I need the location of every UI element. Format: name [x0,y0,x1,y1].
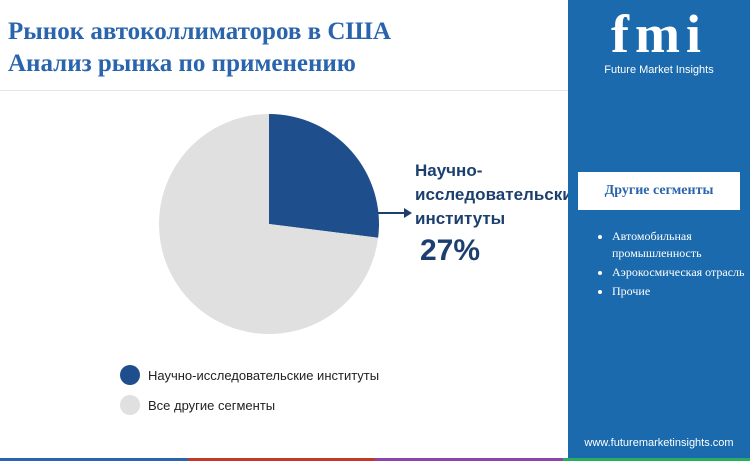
legend-label: Все другие сегменты [148,397,276,413]
footer-stripe [562,458,750,461]
segment-item: Автомобильная промышленность [612,228,750,262]
footer-stripe [0,458,188,461]
segment-list: Автомобильная промышленность Аэрокосмиче… [592,228,750,302]
other-segments-heading: Другие сегменты [578,172,740,210]
logo-tagline: Future Market Insights [604,64,714,76]
pie-chart [158,114,412,334]
legend-swatch [120,395,140,415]
title-divider [0,90,568,91]
website-link[interactable]: www.futuremarketinsights.com [584,437,734,449]
footer-stripe [375,458,563,461]
segment-item: Аэрокосмическая отрасль [612,264,750,281]
callout-label: Научно-исследовательские институты [415,161,583,228]
legend-item: Научно-исследовательские институты [120,364,379,386]
segment-item: Прочие [612,283,750,300]
title-line-2: Анализ рынка по применению [8,50,356,77]
callout-arrow [378,208,412,218]
side-panel: fmi Future Market Insights Другие сегмен… [568,0,750,461]
brand-logo: fmi Future Market Insights [568,6,750,76]
chart-title: Рынок автоколлиматоров в США Анализ рынк… [8,16,391,80]
legend-label: Научно-исследовательские институты [148,367,380,383]
legend-swatch [120,365,140,385]
pie-slice [158,114,379,334]
legend: Научно-исследовательские институты Все д… [120,364,379,424]
pie-slice [269,114,379,238]
legend-item: Все другие сегменты [120,394,379,416]
callout-percentage: 27% [420,234,481,267]
logo-wordmark: fmi [611,4,707,64]
title-line-1: Рынок автоколлиматоров в США [8,18,391,45]
footer-color-bar [0,458,750,461]
footer-stripe [187,458,375,461]
